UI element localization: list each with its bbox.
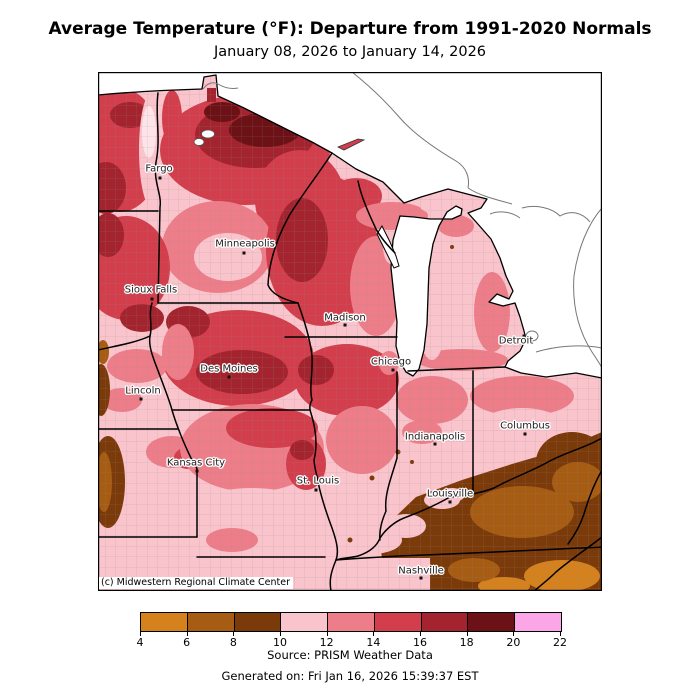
- colorbar-tick-label: 12: [319, 636, 334, 649]
- colorbar-tick-label: 14: [366, 636, 381, 649]
- colorbar-segment: [141, 613, 188, 631]
- colorbar-bar: [140, 612, 562, 632]
- lake-michigan: [390, 205, 463, 377]
- colorbar-tick-label: 18: [459, 636, 474, 649]
- map-svg: [98, 72, 602, 591]
- map-copyright: (c) Midwestern Regional Climate Center: [99, 577, 293, 589]
- generated-note: Generated on: Fri Jan 16, 2026 15:39:37 …: [221, 669, 479, 683]
- colorbar-tick: [513, 632, 515, 636]
- colorbar-tick-label: 20: [506, 636, 521, 649]
- colorbar-tick: [420, 632, 421, 636]
- colorbar-tick-label: 10: [273, 636, 287, 649]
- colorbar-segment: [234, 613, 282, 631]
- colorbar-tick-label: 8: [229, 636, 237, 649]
- page-subtitle: January 08, 2026 to January 14, 2026: [213, 44, 487, 60]
- colorbar-tick: [466, 632, 468, 636]
- colorbar-tick-label: 4: [136, 636, 144, 649]
- page-title: Average Temperature (°F): Departure from…: [48, 19, 652, 39]
- canada-lakes-region: [98, 72, 602, 378]
- colorbar-tick: [373, 632, 375, 636]
- colorbar-tick: [140, 632, 141, 636]
- colorbar-segment: [421, 613, 469, 631]
- colorbar-tick: [560, 632, 561, 636]
- colorbar-tick: [326, 632, 328, 636]
- colorbar-tick: [186, 632, 188, 636]
- colorbar-ticks: 4 6 8 10 12 14 16 18 20 22: [136, 632, 567, 654]
- colorbar-segment: [374, 613, 422, 631]
- colorbar-segment: [328, 613, 375, 631]
- colorbar-tick: [233, 632, 235, 636]
- isle-royale: [337, 138, 366, 151]
- colorbar-segment: [515, 613, 562, 631]
- colorbar-tick-label: 16: [413, 636, 427, 649]
- colorbar-segment: [281, 613, 329, 631]
- green-bay: [376, 224, 400, 269]
- colorbar-tick-label: 6: [183, 636, 191, 649]
- colorbar-tick: [280, 632, 281, 636]
- colorbar-segment: [187, 613, 235, 631]
- colorbar-tick-label: 22: [553, 636, 567, 649]
- source-note: Source: PRISM Weather Data: [267, 648, 433, 662]
- colorbar-segment: [468, 613, 516, 631]
- map: Fargo Minneapolis Sioux Falls Madison Des Mo…: [98, 72, 602, 591]
